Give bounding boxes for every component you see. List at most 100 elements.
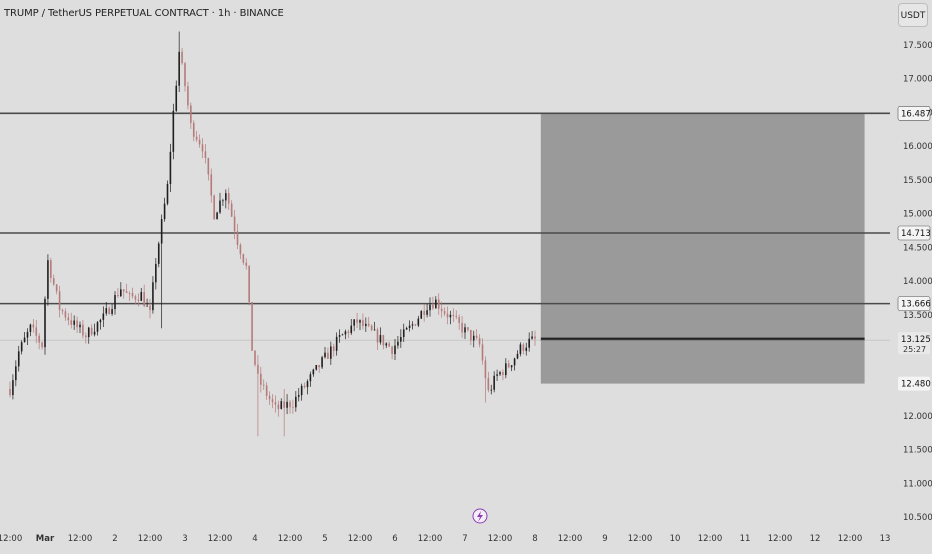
candle-body bbox=[87, 327, 90, 338]
x-tick-label: 9 bbox=[602, 534, 607, 544]
candle-body bbox=[50, 260, 52, 279]
candle-body bbox=[490, 389, 493, 391]
candle-body bbox=[85, 335, 87, 338]
candle-body bbox=[379, 335, 382, 343]
candle-body bbox=[306, 381, 309, 388]
candle-body bbox=[502, 372, 504, 376]
candle-body bbox=[519, 344, 522, 354]
candle-body bbox=[32, 324, 35, 328]
candle-body bbox=[225, 193, 227, 201]
candle-body bbox=[9, 389, 11, 396]
x-tick-label: 4 bbox=[252, 534, 257, 544]
candle-body bbox=[312, 369, 315, 375]
candle-body bbox=[114, 295, 116, 310]
candle-body bbox=[295, 396, 297, 408]
candle-body bbox=[286, 401, 288, 408]
y-tick-label: 17.500 bbox=[903, 41, 932, 51]
candle-body bbox=[365, 323, 367, 327]
x-tick-label: 3 bbox=[182, 534, 187, 544]
candle-body bbox=[303, 385, 306, 388]
candle-body bbox=[344, 331, 347, 335]
candle-body bbox=[464, 327, 466, 333]
y-tick-label: 15.500 bbox=[903, 176, 932, 186]
candle-body bbox=[268, 395, 271, 400]
candle-body bbox=[213, 195, 215, 220]
y-tick-label: 17.000 bbox=[903, 75, 932, 85]
candle-body bbox=[166, 183, 169, 204]
candle-body bbox=[90, 327, 93, 335]
candle-body bbox=[376, 329, 379, 343]
x-tick-label: 12:00 bbox=[348, 534, 373, 544]
candle-body bbox=[405, 328, 408, 330]
candle-body bbox=[128, 292, 131, 294]
lightning-event-icon[interactable] bbox=[472, 508, 488, 524]
time-axis[interactable] bbox=[0, 528, 932, 550]
level-lines-layer bbox=[0, 112, 890, 305]
x-tick-label: 6 bbox=[392, 534, 397, 544]
candle-body bbox=[300, 385, 303, 396]
candle-body bbox=[29, 324, 32, 332]
x-tick-label: Mar bbox=[36, 534, 55, 544]
candle-body bbox=[82, 324, 84, 336]
zone-bottom-label-box bbox=[898, 376, 930, 391]
currency-button[interactable]: USDT bbox=[898, 3, 928, 27]
candle-body bbox=[61, 309, 64, 312]
candle-body bbox=[143, 291, 145, 307]
x-tick-label: 12:00 bbox=[768, 534, 793, 544]
level-price-label: 14.713 bbox=[901, 229, 931, 239]
price-axis[interactable] bbox=[890, 0, 932, 550]
candle-body bbox=[222, 200, 224, 202]
candle-body bbox=[496, 374, 498, 376]
candle-body bbox=[470, 329, 472, 341]
candle-body bbox=[207, 158, 210, 175]
candle-body bbox=[505, 363, 507, 376]
candle-body bbox=[493, 375, 495, 390]
level-price-label-box bbox=[897, 296, 931, 311]
y-tick-label: 11.500 bbox=[903, 446, 932, 456]
candle-body bbox=[192, 122, 195, 137]
x-tick-label: 10 bbox=[670, 534, 681, 544]
candle-body bbox=[315, 365, 318, 370]
candle-body bbox=[417, 318, 420, 326]
candle-body bbox=[507, 363, 510, 368]
candle-body bbox=[38, 335, 40, 343]
candle-body bbox=[137, 299, 140, 301]
candle-body bbox=[432, 304, 434, 309]
candle-body bbox=[230, 203, 233, 217]
candle-body bbox=[102, 313, 105, 320]
projection-zone-box[interactable] bbox=[540, 113, 865, 384]
y-tick-label: 11.000 bbox=[903, 479, 932, 489]
candle-body bbox=[44, 298, 46, 348]
zone-bottom-label: 12.480 bbox=[901, 380, 931, 390]
y-tick-label: 15.000 bbox=[903, 210, 932, 220]
x-tick-label: 13 bbox=[880, 534, 891, 544]
x-tick-label: 12:00 bbox=[558, 534, 583, 544]
candle-body bbox=[455, 315, 458, 317]
candle-body bbox=[169, 151, 172, 184]
candle-body bbox=[370, 325, 373, 331]
candle-body bbox=[391, 346, 393, 355]
candle-body bbox=[435, 299, 437, 309]
candle-body bbox=[426, 310, 428, 315]
candle-body bbox=[277, 404, 280, 409]
x-tick-label: 12:00 bbox=[138, 534, 163, 544]
candle-body bbox=[163, 203, 166, 220]
candle-body bbox=[525, 347, 528, 351]
candle-body bbox=[23, 337, 26, 343]
candle-body bbox=[452, 314, 455, 316]
candle-body bbox=[461, 322, 463, 333]
candle-body bbox=[388, 343, 390, 347]
current-price-label: 13.125 bbox=[901, 335, 931, 345]
candle-body bbox=[484, 360, 487, 379]
candle-body bbox=[134, 296, 137, 300]
x-tick-label: 12:00 bbox=[0, 534, 22, 544]
candle-body bbox=[356, 319, 358, 323]
candle-body bbox=[210, 174, 213, 196]
candle-body bbox=[73, 320, 75, 325]
candle-body bbox=[79, 324, 81, 328]
candle-body bbox=[382, 335, 385, 346]
candle-body bbox=[513, 358, 516, 366]
candle-body bbox=[400, 337, 402, 342]
